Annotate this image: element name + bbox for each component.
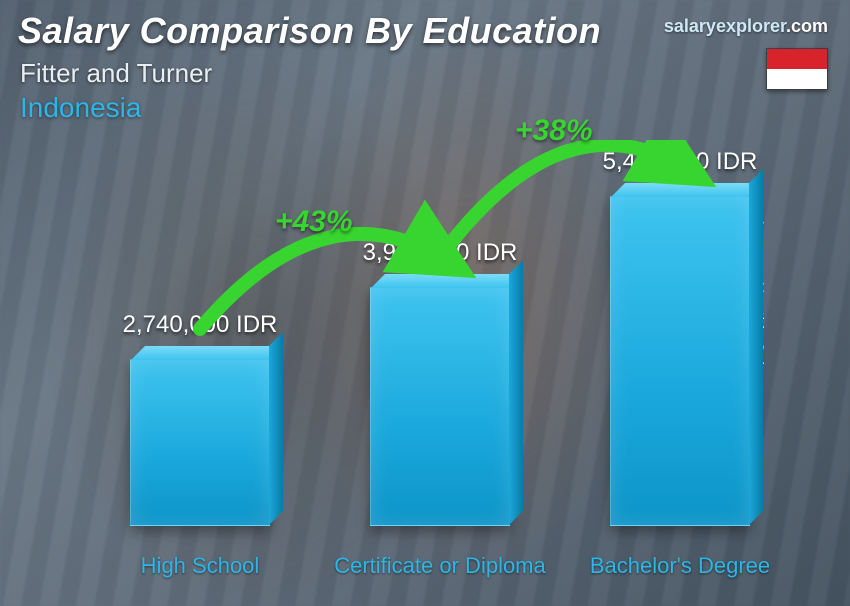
- page-title: Salary Comparison By Education: [18, 10, 601, 52]
- country-label: Indonesia: [20, 92, 141, 124]
- bar-value-1: 3,920,000 IDR: [310, 239, 570, 267]
- bar-label-2: Bachelor's Degree: [570, 553, 790, 578]
- bar-2: [610, 196, 750, 526]
- country-flag-icon: [766, 48, 828, 90]
- increase-pct-1: +38%: [515, 114, 593, 148]
- increase-pct-0: +43%: [275, 205, 353, 239]
- infographic-stage: Salary Comparison By Education Fitter an…: [0, 0, 850, 606]
- bar-value-2: 5,410,000 IDR: [550, 148, 810, 176]
- watermark-domain: .com: [786, 16, 828, 36]
- bar-1: [370, 287, 510, 526]
- bar-label-0: High School: [90, 553, 310, 578]
- flag-bottom-stripe: [767, 69, 827, 89]
- bar-value-0: 2,740,000 IDR: [70, 311, 330, 339]
- watermark: salaryexplorer.com: [664, 16, 828, 37]
- bar-label-1: Certificate or Diploma: [330, 553, 550, 578]
- watermark-brand: salaryexplorer: [664, 16, 786, 36]
- job-subtitle: Fitter and Turner: [20, 58, 212, 89]
- bar-0: [130, 359, 270, 526]
- bar-chart: 2,740,000 IDR High School 3,920,000 IDR Cer…: [60, 140, 790, 588]
- flag-top-stripe: [767, 49, 827, 69]
